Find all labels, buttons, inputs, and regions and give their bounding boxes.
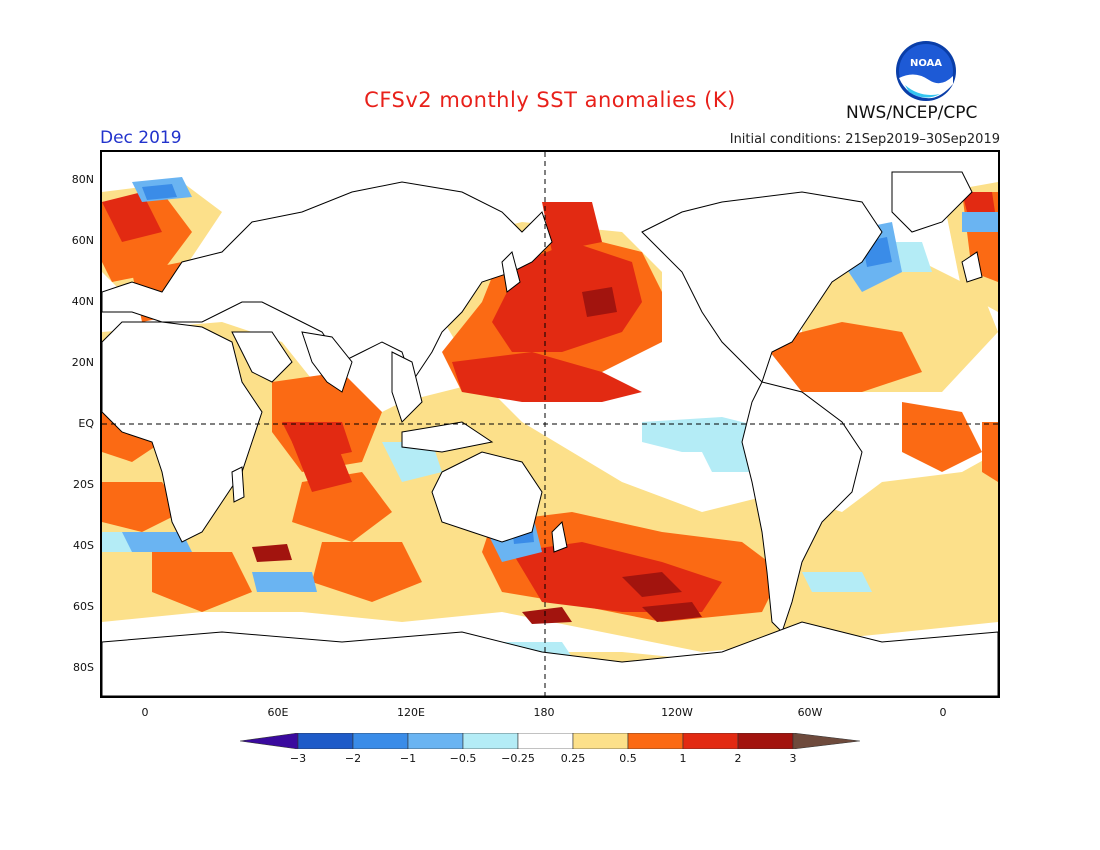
initial-conditions: Initial conditions: 21Sep2019–30Sep2019 xyxy=(729,132,1000,147)
lon-label-0: 0 xyxy=(141,706,149,719)
uk-landmass xyxy=(961,251,983,283)
antarctica-landmass xyxy=(102,621,998,696)
colorbar-label: −0.5 xyxy=(449,752,477,765)
lon-label-60w: 60W xyxy=(797,706,823,719)
lat-label-60s: 60S xyxy=(73,600,94,613)
lat-label-eq: EQ xyxy=(78,417,94,430)
south-america-landmass xyxy=(741,381,863,633)
eurasia-landmass xyxy=(102,181,553,384)
colorbar-label: 0.5 xyxy=(619,752,637,765)
colorbar xyxy=(240,733,860,749)
australia-landmass xyxy=(431,451,543,543)
colorbar-label: −0.25 xyxy=(501,752,535,765)
japan-landmass xyxy=(501,251,521,293)
colorbar-bin-3 xyxy=(407,733,464,749)
map-title: CFSv2 monthly SST anomalies (K) xyxy=(364,88,736,112)
lat-label-80s: 80S xyxy=(73,661,94,674)
colorbar-label: −1 xyxy=(399,752,417,765)
map-canvas xyxy=(102,152,998,696)
colorbar-bin-7 xyxy=(627,733,684,749)
noaa-logo-icon: NOAA xyxy=(896,41,956,101)
sst-anomaly-map xyxy=(100,150,1000,698)
arabia-landmass xyxy=(231,331,293,383)
forecast-month: Dec 2019 xyxy=(100,128,182,148)
lat-label-40s: 40S xyxy=(73,539,94,552)
colorbar-bin-9 xyxy=(737,733,794,749)
anomaly-2-to-3 xyxy=(252,287,702,624)
lat-label-80n: 80N xyxy=(71,173,94,186)
lon-label-120e: 120E xyxy=(397,706,425,719)
lon-label-180: 180 xyxy=(533,706,555,719)
lon-label-60e: 60E xyxy=(267,706,289,719)
greenland-landmass xyxy=(891,171,973,233)
colorbar-label: 0.25 xyxy=(560,752,586,765)
madagascar-landmass xyxy=(231,466,245,503)
colorbar-label: 1 xyxy=(679,752,687,765)
africa-landmass xyxy=(102,321,263,543)
colorbar-upper-arrow xyxy=(792,733,860,749)
colorbar-bin-6 xyxy=(572,733,629,749)
lat-label-20s: 20S xyxy=(73,478,94,491)
lat-label-20n: 20N xyxy=(71,356,94,369)
logo-text: NOAA xyxy=(910,58,942,69)
colorbar-label: 3 xyxy=(789,752,797,765)
lon-label-0-east: 0 xyxy=(939,706,947,719)
organization-label: NWS/NCEP/CPC xyxy=(846,103,978,123)
north-america-landmass xyxy=(641,191,883,383)
lat-label-60n: 60N xyxy=(71,234,94,247)
lat-label-40n: 40N xyxy=(71,295,94,308)
colorbar-label: −2 xyxy=(344,752,362,765)
india-landmass xyxy=(301,331,353,393)
colorbar-bin-1 xyxy=(297,733,354,749)
indonesia-landmass xyxy=(401,421,494,453)
colorbar-bin-5 xyxy=(517,733,574,749)
colorbar-bin-2 xyxy=(352,733,409,749)
colorbar-label: −3 xyxy=(289,752,307,765)
colorbar-label: 2 xyxy=(734,752,742,765)
new-zealand-landmass xyxy=(551,520,568,553)
lon-label-120w: 120W xyxy=(661,706,693,719)
colorbar-bin-4 xyxy=(462,733,519,749)
colorbar-bin-8 xyxy=(682,733,739,749)
continents xyxy=(102,171,998,696)
southeast-asia-landmass xyxy=(391,351,423,423)
colorbar-lower-arrow xyxy=(240,733,299,749)
